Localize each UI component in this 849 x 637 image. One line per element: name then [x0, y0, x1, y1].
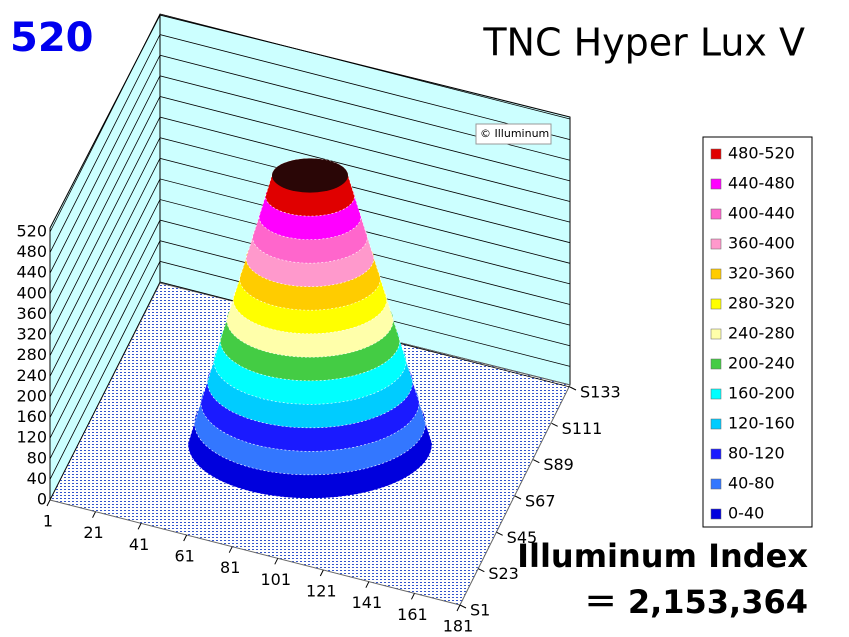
z-tick-label: 40 [27, 469, 47, 488]
y-tick-label: S1 [470, 601, 490, 620]
grid-line [49, 240, 571, 459]
z-tick-label: 360 [16, 304, 47, 323]
legend-swatch [710, 478, 722, 490]
x-tick [456, 604, 461, 612]
x-tick [274, 558, 279, 565]
index-value: ＝ 2,153,364 [585, 583, 808, 621]
peak-cap [272, 158, 348, 193]
legend-label: 40-80 [728, 474, 775, 493]
grid-line [49, 281, 571, 501]
watermark: © Illuminum [480, 127, 549, 140]
y-tick [551, 422, 558, 427]
x-tick [92, 511, 97, 518]
x-tick [228, 546, 233, 553]
y-tick [478, 568, 485, 573]
legend-swatch [710, 508, 722, 520]
z-tick-label: 520 [16, 222, 47, 241]
peak-label: 520 [10, 15, 94, 61]
legend-label: 120-160 [728, 414, 795, 433]
z-tick-label: 0 [37, 490, 47, 509]
y-tick-label: S67 [525, 492, 556, 511]
z-tick-label: 200 [16, 386, 47, 405]
y-tick-label: S133 [580, 383, 621, 402]
legend-label: 0-40 [728, 504, 764, 523]
y-tick-label: S23 [488, 564, 519, 583]
x-tick-label: 81 [220, 558, 240, 577]
z-tick-label: 120 [16, 428, 47, 447]
y-tick [459, 604, 467, 609]
x-tick-label: 61 [174, 547, 194, 566]
grid-line [49, 178, 571, 398]
legend-label: 440-480 [728, 174, 795, 193]
legend-label: 160-200 [728, 384, 795, 403]
y-tick-label: S45 [507, 528, 538, 547]
grid-line [49, 260, 571, 480]
legend-swatch [710, 448, 722, 460]
grid-line [49, 75, 571, 295]
x-tick [137, 523, 142, 530]
grid-line [49, 219, 571, 439]
legend-swatch [710, 388, 722, 400]
z-tick-label: 440 [16, 263, 47, 282]
legend-swatch [710, 178, 722, 190]
legend-label: 480-520 [728, 144, 795, 163]
z-tick-label: 400 [16, 283, 47, 302]
legend-swatch [710, 268, 722, 280]
x-tick [46, 499, 51, 507]
x-tick-label: 141 [352, 593, 383, 612]
x-tick [365, 581, 370, 588]
x-tick-label: 1 [43, 512, 53, 531]
legend-label: 80-120 [728, 444, 785, 463]
legend-label: 240-280 [728, 324, 795, 343]
legend-label: 400-440 [728, 204, 795, 223]
legend-swatch [710, 148, 722, 160]
legend-label: 280-320 [728, 294, 795, 313]
y-tick-label: S111 [562, 419, 603, 438]
z-tick-label: 320 [16, 325, 47, 344]
z-tick-label: 480 [16, 242, 47, 261]
x-tick-label: 101 [261, 570, 292, 589]
y-tick [514, 495, 522, 500]
grid-line [49, 54, 571, 274]
legend-swatch [710, 358, 722, 370]
x-tick-label: 121 [306, 582, 337, 601]
grid-line [49, 13, 571, 233]
x-tick [183, 534, 188, 542]
x-tick [319, 569, 324, 577]
grid-line [49, 199, 571, 418]
grid-line [49, 95, 571, 315]
legend-swatch [710, 418, 722, 430]
y-tick [496, 531, 503, 536]
index-title: Illuminum Index [517, 537, 808, 575]
z-tick-label: 240 [16, 366, 47, 385]
z-tick-label: 160 [16, 407, 47, 426]
x-tick-label: 41 [129, 535, 149, 554]
x-tick-label: 21 [83, 523, 103, 542]
grid-line [49, 34, 571, 253]
legend-swatch [710, 238, 722, 250]
y-tick-label: S89 [543, 455, 574, 474]
x-tick [410, 593, 415, 600]
grid-line [49, 137, 571, 356]
z-tick-label: 80 [27, 448, 47, 467]
x-tick-label: 181 [443, 617, 474, 636]
legend-swatch [710, 208, 722, 220]
legend-label: 360-400 [728, 234, 795, 253]
watermark-box [475, 123, 552, 145]
y-tick [569, 386, 577, 391]
legend-label: 200-240 [728, 354, 795, 373]
grid-line [49, 157, 571, 377]
legend-swatch [710, 298, 722, 310]
legend-label: 320-360 [728, 264, 795, 283]
legend-swatch [710, 328, 722, 340]
grid-line [49, 116, 571, 336]
x-tick-label: 161 [397, 605, 428, 624]
chart-title: TNC Hyper Lux V [482, 21, 805, 65]
z-tick-label: 280 [16, 345, 47, 364]
y-tick [533, 459, 540, 464]
